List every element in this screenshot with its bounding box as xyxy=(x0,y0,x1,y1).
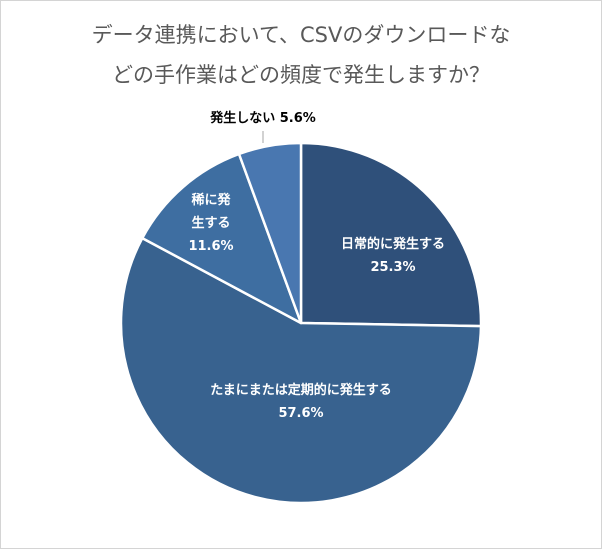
slice-value-label: 11.6% xyxy=(188,239,233,254)
slice-category-label: 稀に発 xyxy=(191,192,231,208)
slice-value-label: 57.6% xyxy=(278,406,323,421)
slice-value-label: 25.3% xyxy=(370,260,415,275)
slice-label-3: 稀に発生する 11.6% xyxy=(188,192,233,254)
chart-title-line-1: データ連携において、CSVのダウンロードな xyxy=(91,23,511,47)
pie-slice-2 xyxy=(119,236,483,505)
chart-title-line-2: どの手作業はどの頻度で発生しますか？ xyxy=(112,63,490,87)
slice-category-label: たまにまたは定期的に発生する xyxy=(210,382,392,398)
slice-category-label: 日常的に発生する xyxy=(341,236,445,252)
slice-label-1: 日常的に発生する 25.3% xyxy=(341,236,445,275)
slice-label-2: たまにまたは定期的に発生する 57.6% xyxy=(210,382,392,421)
slice-label-4: 発生しない 5.6% xyxy=(209,110,316,126)
pie-slice-3 xyxy=(141,152,303,325)
slice-category-label: 生する xyxy=(191,215,230,231)
pie-slice-1 xyxy=(299,141,483,328)
pie-slice-4 xyxy=(237,141,303,325)
chart-title: データ連携において、CSVのダウンロードな どの手作業はどの頻度で発生しますか？ xyxy=(1,15,601,95)
